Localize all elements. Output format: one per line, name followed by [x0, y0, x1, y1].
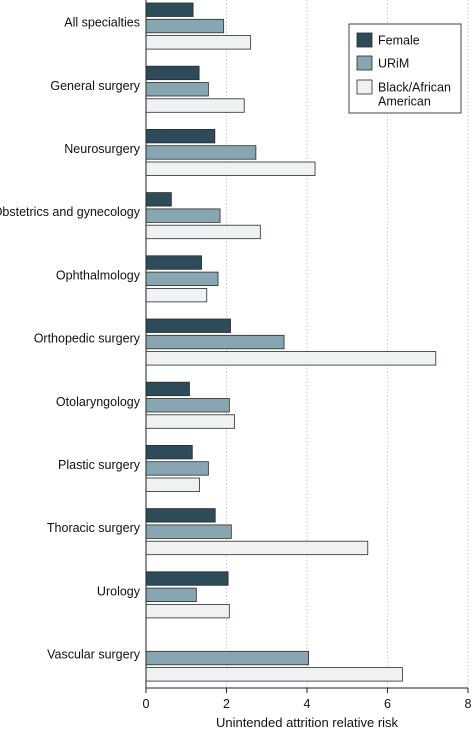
x-axis-title: Unintended attrition relative risk [216, 715, 399, 730]
bar-neurosurgery-female [145, 128, 216, 144]
bar-all-specialties-black-african-american [145, 35, 252, 50]
x-tick-label-6: 6 [384, 697, 391, 711]
bar-all-specialties-urim [145, 18, 225, 34]
bar-orthopedic-surgery-black-african-american [145, 351, 437, 366]
bar-obstetrics-and-gynecology-female [145, 192, 172, 207]
bar-ophthalmology-female [145, 255, 202, 270]
bar-orthopedic-surgery-urim [145, 334, 285, 350]
bar-ophthalmology-black-african-american [145, 287, 208, 303]
bar-neurosurgery-black-african-american [145, 161, 316, 176]
category-label-urology: Urology [97, 584, 141, 598]
legend-label-black-african-american-line-1: Black/African [378, 81, 451, 95]
bar-plastic-surgery-urim [145, 461, 209, 476]
bar-ophthalmology-urim [145, 271, 219, 287]
category-label-neurosurgery: Neurosurgery [64, 142, 140, 156]
bar-thoracic-surgery-female [145, 508, 216, 523]
category-label-all-specialties: All specialties [64, 16, 140, 30]
x-axis: 0 2 4 6 8 Unintended attrition relative risk [143, 0, 472, 730]
bar-general-surgery-urim [145, 82, 209, 97]
legend-label-female: Female [378, 34, 420, 48]
bar-urology-black-african-american [145, 604, 230, 619]
category-labels: All specialties General surgery Neurosurge… [0, 16, 141, 662]
category-label-vascular-surgery: Vascular surgery [47, 648, 141, 662]
legend-swatch-urim [356, 55, 373, 71]
bar-orthopedic-surgery-female [145, 318, 231, 333]
bar-plastic-surgery-black-african-american [145, 477, 200, 492]
legend-label-urim: URiM [378, 57, 409, 71]
legend-swatch-female [356, 32, 373, 48]
bar-otolaryngology-urim [145, 398, 230, 413]
bar-plastic-surgery-female [145, 444, 193, 460]
bar-vascular-surgery-black-african-american [145, 667, 403, 682]
x-tick-label-4: 4 [304, 697, 311, 711]
bar-neurosurgery-urim [145, 145, 257, 160]
bar-general-surgery-black-african-american [145, 98, 245, 113]
category-label-thoracic-surgery: Thoracic surgery [47, 521, 141, 535]
bar-general-surgery-female [145, 65, 200, 81]
bar-thoracic-surgery-black-african-american [145, 540, 369, 556]
bar-urology-urim [145, 587, 197, 602]
x-tick-label-0: 0 [143, 697, 150, 711]
bars [145, 2, 437, 682]
x-tick-label-2: 2 [223, 697, 230, 711]
category-label-ophthalmology: Ophthalmology [56, 268, 141, 282]
category-label-obstetrics-and-gynecology: Obstetrics and gynecology [0, 205, 141, 219]
bar-otolaryngology-black-african-american [145, 414, 235, 429]
bar-obstetrics-and-gynecology-black-african-american [145, 224, 261, 240]
category-label-plastic-surgery: Plastic surgery [58, 458, 141, 472]
category-label-otolaryngology: Otolaryngology [56, 395, 141, 409]
bar-thoracic-surgery-urim [145, 524, 232, 539]
legend-label-black-african-american-line-2: American [378, 95, 431, 109]
x-tick-label-8: 8 [465, 697, 472, 711]
bar-urology-female [145, 571, 229, 586]
category-label-general-surgery: General surgery [50, 79, 140, 93]
bar-all-specialties-female [145, 2, 194, 17]
bar-vascular-surgery-urim [145, 650, 310, 666]
bar-obstetrics-and-gynecology-urim [145, 208, 221, 223]
category-label-orthopedic-surgery: Orthopedic surgery [34, 332, 141, 346]
bar-otolaryngology-female [145, 381, 190, 397]
legend-swatch-black-african-american [356, 79, 373, 95]
